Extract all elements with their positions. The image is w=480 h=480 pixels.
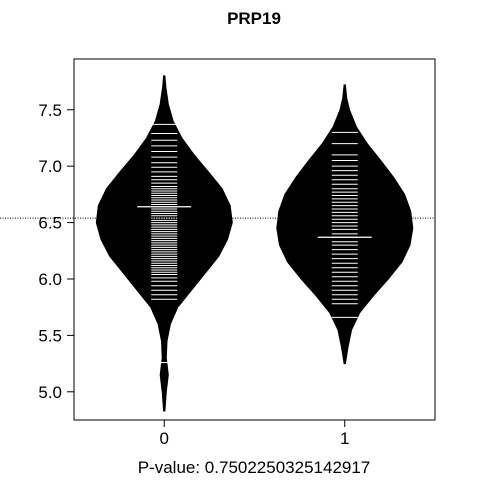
chart-title: PRP19 [227, 9, 281, 28]
y-tick-label-4: 7.0 [38, 157, 62, 176]
bean-0 [95, 75, 233, 412]
y-tick-label-5: 7.5 [38, 101, 62, 120]
bean-density-1 [276, 84, 414, 365]
x-axis-label: P-value: 0.7502250325142917 [138, 458, 371, 477]
y-tick-label-3: 6.5 [38, 214, 62, 233]
y-tick-label-2: 6.0 [38, 270, 62, 289]
bean-group [95, 75, 414, 412]
x-tick-label-0: 0 [160, 429, 169, 448]
y-axis: 5.0 5.5 6.0 6.5 7.0 7.5 [38, 101, 74, 402]
y-tick-label-1: 5.5 [38, 326, 62, 345]
bean-density-0 [95, 75, 233, 412]
y-tick-label-0: 5.0 [38, 383, 62, 402]
bean-1 [276, 84, 414, 365]
x-tick-label-1: 1 [340, 429, 349, 448]
plot-frame [73, 58, 436, 421]
